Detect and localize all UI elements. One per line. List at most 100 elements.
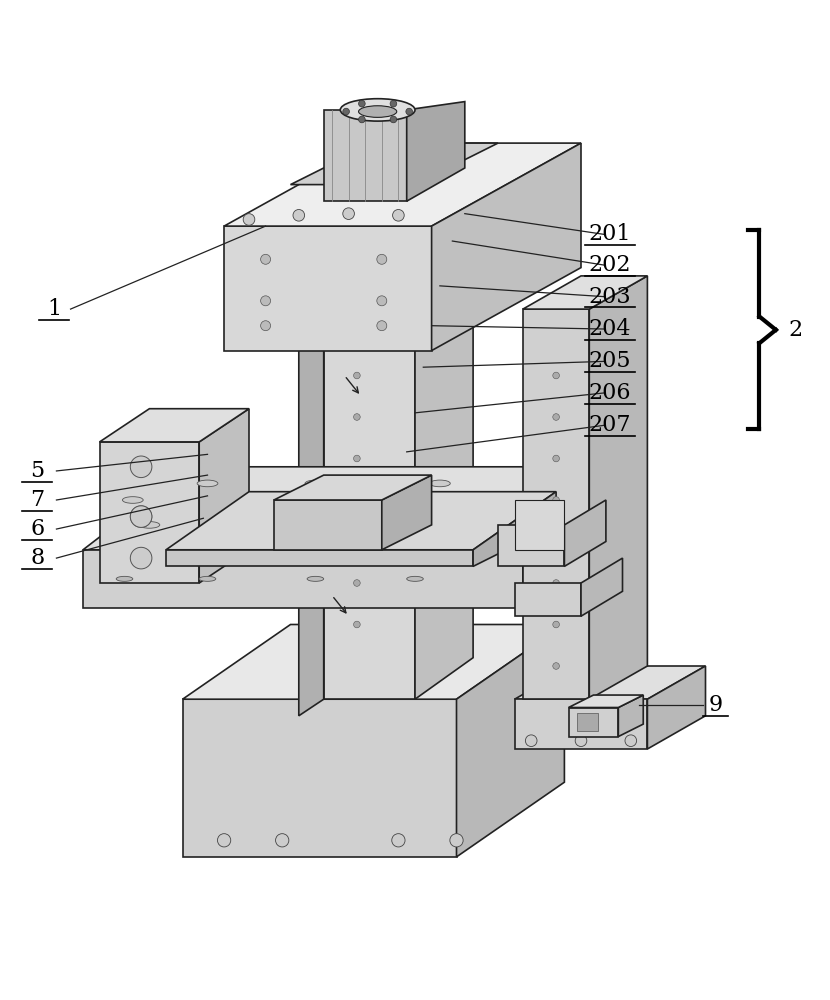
Text: 203: 203 bbox=[588, 286, 632, 308]
Circle shape bbox=[130, 506, 152, 527]
Circle shape bbox=[130, 506, 152, 527]
Polygon shape bbox=[515, 500, 564, 550]
Polygon shape bbox=[199, 409, 249, 583]
Circle shape bbox=[354, 538, 360, 545]
Text: 6: 6 bbox=[30, 518, 45, 540]
Polygon shape bbox=[564, 500, 606, 566]
Polygon shape bbox=[647, 666, 705, 749]
Circle shape bbox=[261, 254, 271, 264]
Circle shape bbox=[354, 497, 360, 503]
Circle shape bbox=[575, 735, 587, 747]
Text: 205: 205 bbox=[588, 350, 632, 372]
Polygon shape bbox=[523, 309, 589, 699]
Circle shape bbox=[553, 455, 559, 462]
Circle shape bbox=[130, 456, 152, 478]
Circle shape bbox=[276, 834, 289, 847]
Text: 204: 204 bbox=[588, 318, 632, 340]
Polygon shape bbox=[224, 226, 432, 351]
Ellipse shape bbox=[139, 522, 159, 528]
Ellipse shape bbox=[359, 106, 397, 117]
Text: 202: 202 bbox=[588, 254, 632, 276]
Circle shape bbox=[261, 296, 271, 306]
Polygon shape bbox=[83, 467, 631, 550]
Circle shape bbox=[553, 414, 559, 420]
Polygon shape bbox=[498, 525, 564, 566]
Circle shape bbox=[392, 834, 405, 847]
Circle shape bbox=[390, 116, 397, 123]
Polygon shape bbox=[515, 583, 581, 616]
Ellipse shape bbox=[116, 576, 133, 581]
Polygon shape bbox=[457, 624, 564, 857]
Circle shape bbox=[293, 210, 305, 221]
Polygon shape bbox=[515, 666, 706, 699]
Polygon shape bbox=[183, 699, 456, 857]
Polygon shape bbox=[581, 558, 622, 616]
Circle shape bbox=[261, 321, 271, 331]
Circle shape bbox=[450, 834, 463, 847]
Polygon shape bbox=[183, 624, 564, 699]
Circle shape bbox=[377, 296, 387, 306]
Ellipse shape bbox=[305, 480, 325, 487]
Ellipse shape bbox=[239, 505, 260, 512]
Polygon shape bbox=[324, 110, 407, 201]
Circle shape bbox=[390, 100, 397, 107]
Circle shape bbox=[243, 214, 255, 225]
Circle shape bbox=[354, 455, 360, 462]
Ellipse shape bbox=[123, 497, 143, 503]
Polygon shape bbox=[224, 143, 581, 226]
Polygon shape bbox=[100, 409, 249, 442]
Text: 206: 206 bbox=[588, 382, 632, 404]
Polygon shape bbox=[407, 102, 465, 201]
Circle shape bbox=[553, 663, 559, 669]
Circle shape bbox=[354, 580, 360, 586]
Polygon shape bbox=[577, 713, 598, 731]
Circle shape bbox=[553, 580, 559, 586]
Text: 1: 1 bbox=[46, 298, 61, 320]
Circle shape bbox=[343, 208, 354, 219]
Text: 201: 201 bbox=[588, 223, 632, 245]
Circle shape bbox=[359, 100, 365, 107]
Ellipse shape bbox=[364, 505, 383, 512]
Polygon shape bbox=[382, 475, 432, 550]
Polygon shape bbox=[473, 492, 556, 566]
Circle shape bbox=[343, 108, 349, 115]
Circle shape bbox=[354, 331, 360, 337]
Ellipse shape bbox=[198, 480, 217, 487]
Circle shape bbox=[406, 108, 413, 115]
Polygon shape bbox=[274, 500, 382, 550]
Circle shape bbox=[377, 254, 387, 264]
Polygon shape bbox=[290, 143, 498, 185]
Ellipse shape bbox=[407, 576, 423, 581]
Polygon shape bbox=[100, 442, 199, 583]
Ellipse shape bbox=[199, 576, 216, 581]
Polygon shape bbox=[299, 309, 324, 716]
Polygon shape bbox=[523, 276, 647, 309]
Circle shape bbox=[525, 735, 537, 747]
Ellipse shape bbox=[471, 505, 491, 512]
Circle shape bbox=[354, 372, 360, 379]
Circle shape bbox=[354, 414, 360, 420]
Polygon shape bbox=[618, 695, 643, 737]
Polygon shape bbox=[569, 708, 618, 737]
Polygon shape bbox=[83, 550, 523, 608]
Circle shape bbox=[130, 547, 152, 569]
Polygon shape bbox=[515, 699, 647, 749]
Circle shape bbox=[377, 321, 387, 331]
Circle shape bbox=[553, 372, 559, 379]
Circle shape bbox=[217, 834, 231, 847]
Text: 2: 2 bbox=[788, 319, 803, 341]
Polygon shape bbox=[324, 309, 415, 699]
Text: 8: 8 bbox=[30, 547, 45, 569]
Text: 9: 9 bbox=[708, 694, 723, 716]
Circle shape bbox=[553, 497, 559, 503]
Text: 207: 207 bbox=[588, 414, 632, 436]
Circle shape bbox=[553, 621, 559, 628]
Text: 7: 7 bbox=[30, 489, 45, 511]
Text: 5: 5 bbox=[30, 460, 45, 482]
Circle shape bbox=[437, 506, 459, 527]
Polygon shape bbox=[166, 550, 473, 566]
Circle shape bbox=[359, 116, 365, 123]
Polygon shape bbox=[274, 475, 432, 500]
Polygon shape bbox=[432, 143, 581, 351]
Ellipse shape bbox=[340, 99, 415, 121]
